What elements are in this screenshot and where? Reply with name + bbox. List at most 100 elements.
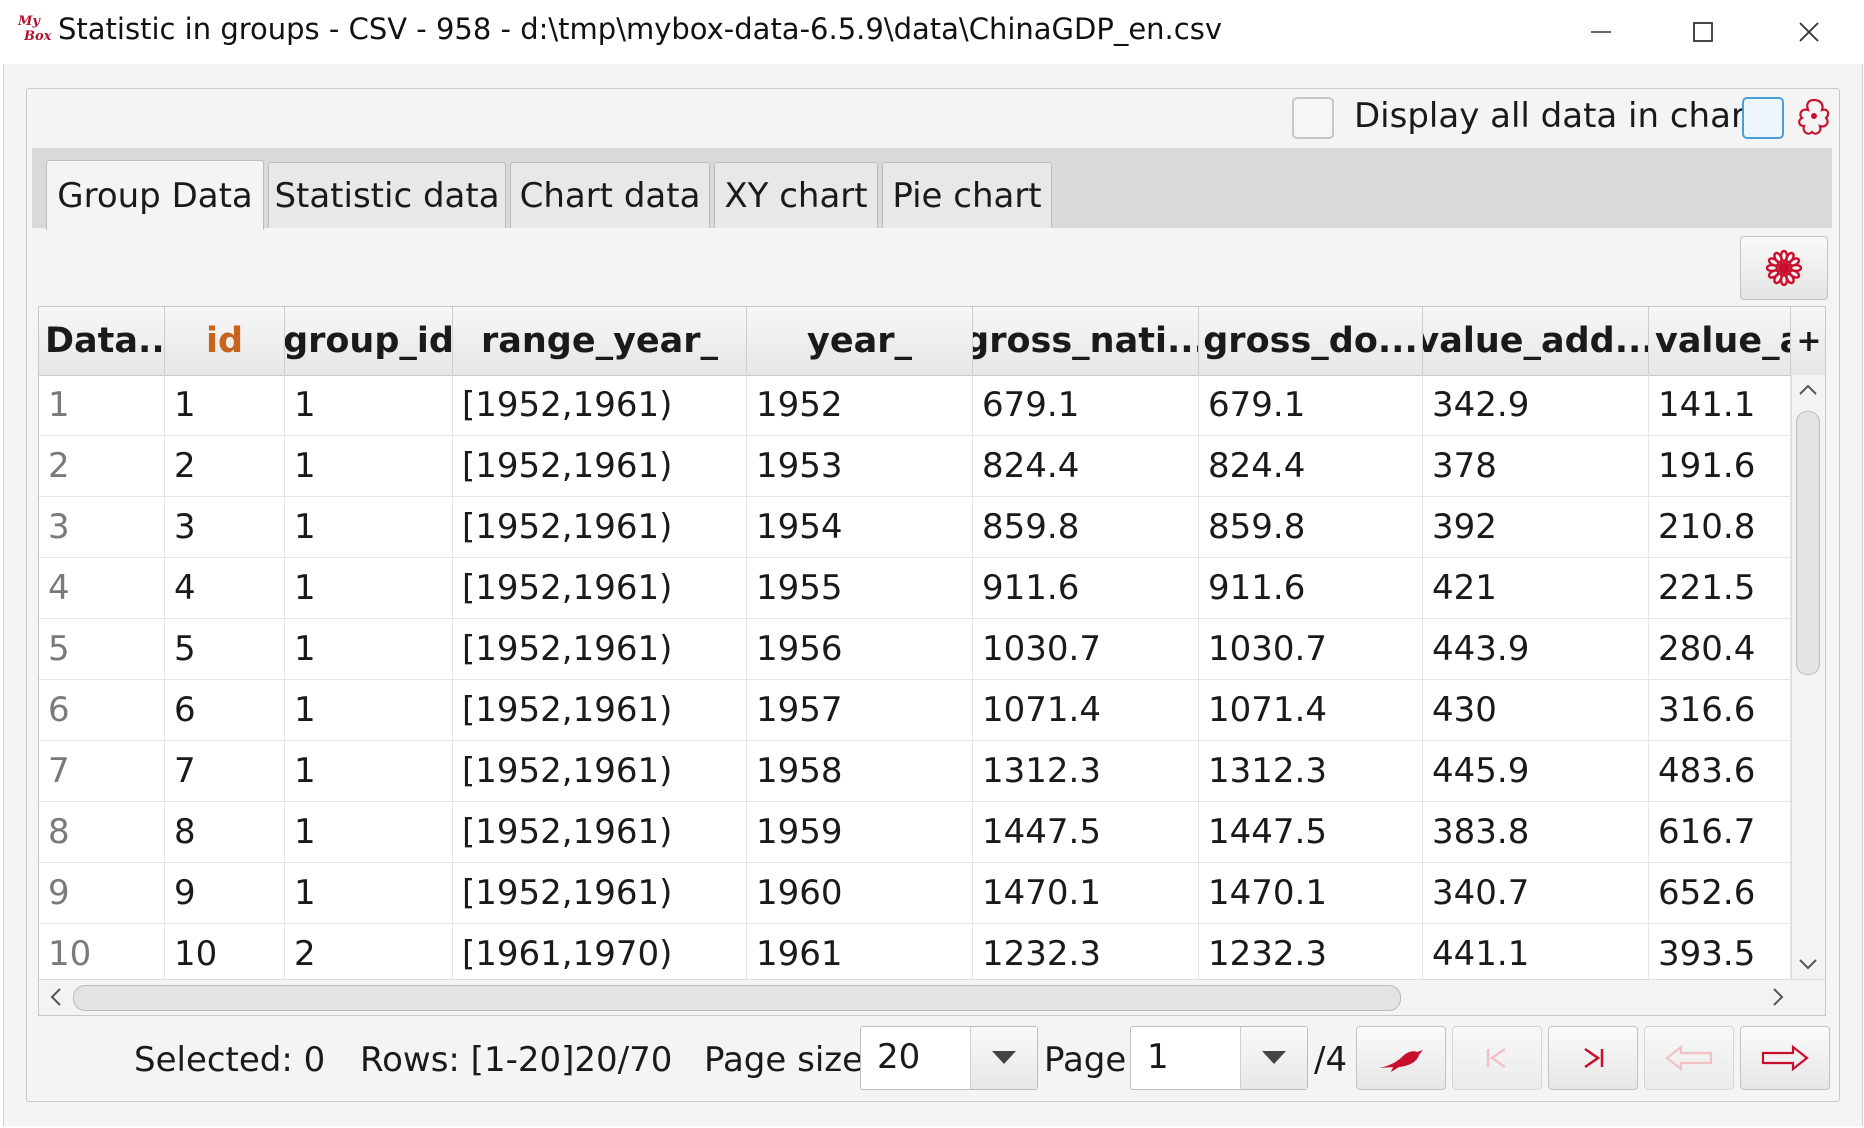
cell-group-id[interactable]: 1: [285, 619, 453, 679]
cell-value-a[interactable]: 221.5: [1649, 558, 1791, 618]
cell-gross-domestic[interactable]: 911.6: [1199, 558, 1423, 618]
cell-group-id[interactable]: 1: [285, 863, 453, 923]
cell-range-year[interactable]: [1952,1961): [453, 680, 747, 740]
column-header-id[interactable]: id: [165, 307, 285, 375]
cell-group-id[interactable]: 1: [285, 497, 453, 557]
cell-id[interactable]: 4: [165, 558, 285, 618]
cell-row-number[interactable]: 2: [39, 436, 165, 496]
scroll-left-icon[interactable]: [45, 986, 67, 1008]
last-page-button[interactable]: [1548, 1026, 1638, 1090]
cell-range-year[interactable]: [1952,1961): [453, 619, 747, 679]
column-header-data-row[interactable]: Data...: [39, 307, 165, 375]
cell-group-id[interactable]: 1: [285, 802, 453, 862]
cell-row-number[interactable]: 10: [39, 924, 165, 984]
cell-value-a[interactable]: 393.5: [1649, 924, 1791, 984]
tab-chart-data[interactable]: Chart data: [510, 162, 710, 228]
cell-value-added[interactable]: 441.1: [1423, 924, 1649, 984]
cell-group-id[interactable]: 1: [285, 741, 453, 801]
tab-statistic-data[interactable]: Statistic data: [268, 162, 506, 228]
column-header-value-added[interactable]: value_add...: [1423, 307, 1649, 375]
table-row[interactable]: 6 6 1 [1952,1961) 1957 1071.4 1071.4 430 316.6: [39, 680, 1791, 741]
table-row[interactable]: 1 1 1 [1952,1961) 1952 679.1 679.1 342.9 141.1: [39, 375, 1791, 436]
cell-value-added[interactable]: 342.9: [1423, 375, 1649, 435]
cell-value-a[interactable]: 280.4: [1649, 619, 1791, 679]
cell-range-year[interactable]: [1952,1961): [453, 375, 747, 435]
cell-range-year[interactable]: [1952,1961): [453, 558, 747, 618]
cell-value-added[interactable]: 340.7: [1423, 863, 1649, 923]
cell-id[interactable]: 3: [165, 497, 285, 557]
column-header-gross-national[interactable]: gross_nati...: [973, 307, 1199, 375]
cell-gross-national[interactable]: 859.8: [973, 497, 1199, 557]
cell-year[interactable]: 1952: [747, 375, 973, 435]
data-table[interactable]: Data... id group_id range_year_ year_ gr…: [38, 306, 1826, 1016]
cell-value-a[interactable]: 616.7: [1649, 802, 1791, 862]
cell-gross-national[interactable]: 1447.5: [973, 802, 1199, 862]
cell-row-number[interactable]: 6: [39, 680, 165, 740]
cell-value-added[interactable]: 445.9: [1423, 741, 1649, 801]
chevron-down-icon[interactable]: [970, 1027, 1037, 1089]
cell-year[interactable]: 1961: [747, 924, 973, 984]
cell-value-a[interactable]: 191.6: [1649, 436, 1791, 496]
column-header-value-a[interactable]: value_a: [1649, 307, 1791, 375]
table-row[interactable]: 3 3 1 [1952,1961) 1954 859.8 859.8 392 210.8: [39, 497, 1791, 558]
cell-value-added[interactable]: 430: [1423, 680, 1649, 740]
column-header-group-id[interactable]: group_id: [285, 307, 453, 375]
column-header-year[interactable]: year_: [747, 307, 973, 375]
cell-value-a[interactable]: 141.1: [1649, 375, 1791, 435]
table-row[interactable]: 2 2 1 [1952,1961) 1953 824.4 824.4 378 191.6: [39, 436, 1791, 497]
cell-gross-domestic[interactable]: 1447.5: [1199, 802, 1423, 862]
table-row[interactable]: 10 10 2 [1961,1970) 1961 1232.3 1232.3 441.1 393…: [39, 924, 1791, 985]
display-all-checkbox[interactable]: [1292, 97, 1334, 139]
cell-gross-national[interactable]: 1071.4: [973, 680, 1199, 740]
chevron-down-icon[interactable]: [1240, 1027, 1307, 1089]
cell-row-number[interactable]: 8: [39, 802, 165, 862]
cell-row-number[interactable]: 9: [39, 863, 165, 923]
cell-value-a[interactable]: 652.6: [1649, 863, 1791, 923]
scroll-right-icon[interactable]: [1767, 986, 1789, 1008]
cell-gross-domestic[interactable]: 1232.3: [1199, 924, 1423, 984]
cell-row-number[interactable]: 3: [39, 497, 165, 557]
cell-range-year[interactable]: [1952,1961): [453, 436, 747, 496]
page-select[interactable]: 1: [1130, 1026, 1308, 1090]
first-page-button[interactable]: [1452, 1026, 1542, 1090]
cell-row-number[interactable]: 1: [39, 375, 165, 435]
cell-id[interactable]: 9: [165, 863, 285, 923]
bird-icon[interactable]: [1796, 94, 1832, 142]
tab-pie-chart[interactable]: Pie chart: [882, 162, 1052, 228]
options-button[interactable]: [1740, 236, 1828, 300]
close-button[interactable]: [1756, 0, 1862, 64]
previous-page-button[interactable]: [1644, 1026, 1734, 1090]
tab-group-data[interactable]: Group Data: [46, 160, 264, 230]
cell-value-a[interactable]: 210.8: [1649, 497, 1791, 557]
add-column-button[interactable]: +: [1796, 323, 1822, 359]
cell-value-a[interactable]: 483.6: [1649, 741, 1791, 801]
table-row[interactable]: 8 8 1 [1952,1961) 1959 1447.5 1447.5 383.8 616.7: [39, 802, 1791, 863]
tab-xy-chart[interactable]: XY chart: [714, 162, 878, 228]
column-header-gross-domestic[interactable]: gross_do...: [1199, 307, 1423, 375]
cell-gross-national[interactable]: 1030.7: [973, 619, 1199, 679]
cell-gross-national[interactable]: 1232.3: [973, 924, 1199, 984]
minimize-button[interactable]: [1548, 0, 1654, 64]
cell-gross-national[interactable]: 911.6: [973, 558, 1199, 618]
vertical-scroll-thumb[interactable]: [1796, 411, 1820, 675]
cell-year[interactable]: 1957: [747, 680, 973, 740]
cell-range-year[interactable]: [1952,1961): [453, 741, 747, 801]
cell-gross-domestic[interactable]: 859.8: [1199, 497, 1423, 557]
cell-group-id[interactable]: 1: [285, 375, 453, 435]
cell-year[interactable]: 1953: [747, 436, 973, 496]
cell-id[interactable]: 7: [165, 741, 285, 801]
table-row[interactable]: 7 7 1 [1952,1961) 1958 1312.3 1312.3 445.9 483.6: [39, 741, 1791, 802]
cell-value-added[interactable]: 392: [1423, 497, 1649, 557]
cell-value-added[interactable]: 378: [1423, 436, 1649, 496]
scroll-up-icon[interactable]: [1797, 379, 1819, 401]
next-page-button[interactable]: [1740, 1026, 1830, 1090]
popup-checkbox[interactable]: [1742, 97, 1784, 139]
cell-row-number[interactable]: 7: [39, 741, 165, 801]
cell-value-added[interactable]: 443.9: [1423, 619, 1649, 679]
cell-year[interactable]: 1958: [747, 741, 973, 801]
table-row[interactable]: 5 5 1 [1952,1961) 1956 1030.7 1030.7 443.9 280.4: [39, 619, 1791, 680]
cell-range-year[interactable]: [1961,1970): [453, 924, 747, 984]
cell-year[interactable]: 1954: [747, 497, 973, 557]
cell-gross-domestic[interactable]: 1470.1: [1199, 863, 1423, 923]
cell-id[interactable]: 8: [165, 802, 285, 862]
